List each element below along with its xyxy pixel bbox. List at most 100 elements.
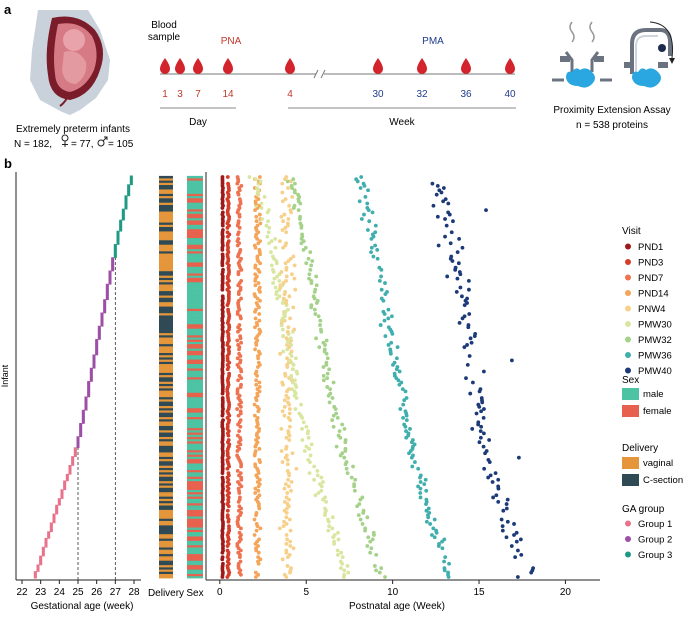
delivery-cell: [159, 480, 173, 484]
ga-point: [121, 210, 125, 214]
pma-label: PMA: [422, 36, 444, 47]
ga-point: [79, 427, 83, 431]
pn-point: [321, 480, 325, 484]
female-symbol-icon: [61, 134, 69, 147]
pn-point: [505, 497, 510, 502]
legend-delivery-label: vaginal: [643, 458, 673, 469]
delivery-cell: [159, 544, 173, 548]
pn-point: [410, 464, 415, 469]
sex-cell: [187, 209, 203, 212]
delivery-cell: [159, 388, 173, 391]
pn-point: [413, 460, 417, 464]
pn-point: [406, 431, 411, 436]
sex-cell: [187, 255, 203, 258]
legend: Visit PND1 PND3 PND7 PND14 PNW4 PMW30 PMW32 PMW…: [622, 226, 683, 561]
delivery-cell: [159, 392, 173, 395]
ga-point: [113, 244, 117, 248]
delivery-cell: [159, 359, 173, 362]
ga-point: [127, 184, 131, 188]
pn-point: [516, 455, 521, 460]
pn-point: [404, 429, 408, 434]
sex-cell: [187, 452, 203, 455]
pn-point: [377, 570, 382, 575]
ga-point: [73, 453, 77, 457]
pn-point: [252, 533, 257, 537]
pn-point: [496, 484, 501, 489]
delivery-cell: [159, 206, 173, 210]
week-tick-36: 36: [460, 89, 472, 100]
ga-point: [116, 241, 120, 245]
pn-point: [334, 444, 339, 449]
ga-point: [71, 458, 75, 462]
legend-ga-swatch: [625, 551, 631, 558]
sex-cell: [187, 538, 203, 541]
sex-cell: [187, 175, 203, 179]
pn-point: [465, 343, 469, 347]
pn-point: [284, 533, 289, 537]
delivery-cell: [159, 538, 173, 541]
pn-point: [287, 294, 292, 299]
pn-point: [468, 336, 473, 341]
ga-y-label: Infant: [0, 364, 10, 387]
sex-cell: [187, 286, 203, 289]
delivery-cell: [159, 200, 173, 203]
pn-point: [531, 566, 536, 571]
sex-cell: [187, 343, 203, 347]
pn-point: [284, 515, 289, 520]
delivery-label: Delivery: [148, 588, 184, 599]
pn-point: [465, 362, 470, 367]
pn-point: [514, 539, 519, 544]
delivery-cell: [159, 410, 173, 413]
pn-point: [338, 559, 343, 564]
pn-point: [292, 389, 297, 394]
pn-point: [411, 453, 415, 458]
sex-cell: [187, 456, 203, 460]
pn-point: [314, 283, 319, 288]
sex-cell: [187, 235, 203, 239]
ga-point: [81, 418, 85, 422]
pn-point: [292, 203, 297, 208]
ga-point: [105, 297, 109, 301]
ga-point: [97, 332, 101, 336]
pn-point: [282, 398, 287, 403]
sex-cell: [187, 491, 203, 495]
sex-cell: [187, 237, 203, 241]
delivery-cell: [159, 312, 173, 316]
ga-tick-label: 27: [110, 587, 122, 598]
pn-point: [282, 404, 287, 409]
pn-point: [257, 212, 262, 217]
sex-cell: [187, 180, 203, 183]
sex-cell: [187, 458, 203, 462]
pn-point: [323, 506, 327, 511]
delivery-cell: [159, 288, 173, 292]
delivery-cell: [159, 560, 173, 563]
pn-point: [307, 471, 312, 476]
pn-point: [375, 256, 380, 261]
pn-point: [386, 325, 391, 330]
sex-cell: [187, 399, 203, 402]
pn-point: [490, 480, 495, 484]
delivery-cell: [159, 432, 173, 435]
pn-point: [285, 356, 289, 361]
blood-drop-icon: [175, 58, 185, 74]
pn-point: [479, 409, 484, 414]
pn-point: [466, 323, 471, 327]
sex-cell: [187, 480, 203, 484]
delivery-cell: [159, 239, 173, 243]
ga-point: [119, 219, 123, 223]
delivery-bar: [159, 175, 173, 579]
pn-point: [335, 415, 340, 420]
blood-sample-line2: sample: [148, 32, 181, 43]
pn-point: [291, 546, 296, 551]
pn-point: [504, 506, 509, 511]
delivery-cell: [159, 328, 173, 331]
delivery-cell: [159, 281, 173, 285]
sex-cell: [187, 560, 203, 563]
ga-point: [119, 228, 123, 232]
ga-point: [57, 498, 61, 502]
ga-reference-lines: [77, 256, 116, 580]
pn-point: [493, 471, 498, 476]
delivery-cell: [159, 456, 173, 460]
ga-point: [95, 352, 99, 356]
sex-cell: [187, 370, 203, 373]
